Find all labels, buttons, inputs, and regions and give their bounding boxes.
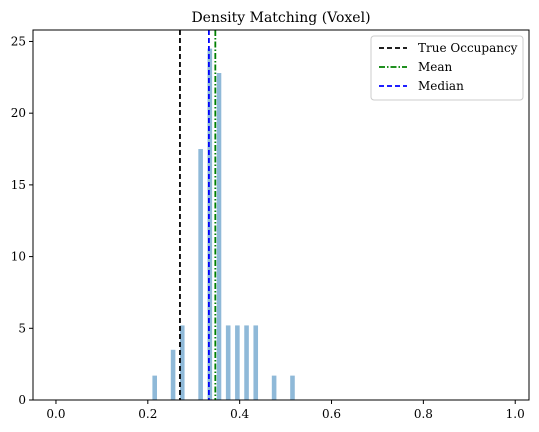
legend-label: Median — [418, 79, 464, 93]
y-tick-label: 5 — [18, 321, 26, 335]
x-tick-label: 0.4 — [230, 407, 249, 421]
x-axis-ticks: 0.0 0.2 0.4 0.6 0.8 1.0 — [46, 400, 525, 421]
histogram-bar-8 — [235, 325, 240, 400]
x-tick-label: 0.6 — [322, 407, 341, 421]
y-tick-label: 0 — [18, 393, 26, 407]
x-tick-label: 0.8 — [414, 407, 433, 421]
histogram-bar-12 — [290, 375, 295, 400]
histogram-bar-3 — [179, 325, 185, 400]
y-tick-label: 10 — [11, 250, 26, 264]
x-tick-label: 1.0 — [506, 407, 525, 421]
legend-label: Mean — [418, 60, 453, 74]
y-axis-ticks: 0 5 10 15 20 25 — [11, 34, 33, 407]
histogram-bar-7 — [225, 325, 231, 400]
histogram-bar-2 — [170, 349, 176, 400]
y-tick-label: 25 — [11, 34, 26, 48]
chart-title: Density Matching (Voxel) — [191, 10, 370, 26]
y-tick-label: 20 — [11, 106, 26, 120]
legend-label: True Occupancy — [418, 41, 518, 55]
y-tick-label: 15 — [11, 178, 26, 192]
histogram-bar-5 — [207, 48, 213, 401]
reference-lines — [179, 30, 217, 400]
legend-box — [370, 35, 524, 101]
axes-frame — [32, 29, 530, 401]
x-tick-label: 0.2 — [138, 407, 157, 421]
histogram-bar-9 — [244, 325, 249, 400]
histogram-bar-4 — [198, 149, 203, 400]
histogram-bar-11 — [271, 375, 277, 400]
legend: True Occupancy Mean Median — [370, 35, 524, 101]
histogram-bar-10 — [253, 325, 259, 400]
histogram-bar-1 — [152, 375, 157, 400]
histogram-bar-6 — [216, 73, 222, 400]
x-tick-label: 0.0 — [46, 407, 65, 421]
histogram-bars — [152, 48, 295, 401]
